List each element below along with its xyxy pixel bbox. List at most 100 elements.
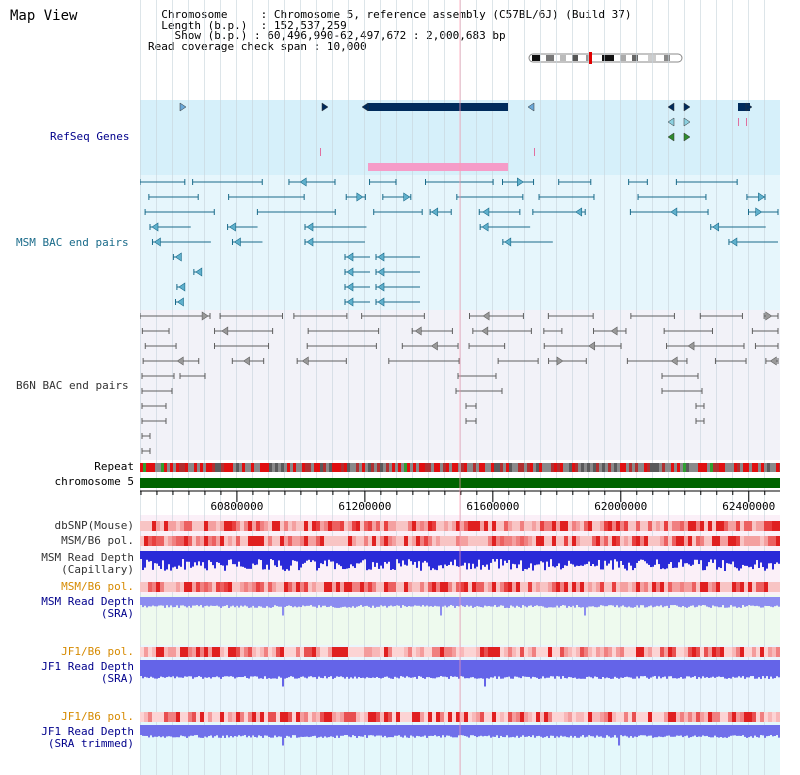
jf1-b6-pol-cell (576, 647, 580, 657)
msm-depth-cap-bar (306, 551, 308, 561)
jf1-b6-pol-cell (176, 647, 180, 657)
msm-depth-sra-bar (262, 597, 264, 608)
jf1-b6-pol-cell (368, 647, 372, 657)
repeat-segment (500, 463, 503, 472)
jf1-depth-sra-bar (388, 660, 390, 678)
dbsnp-cell (512, 521, 516, 531)
refseq-genes-label[interactable]: RefSeq Genes (50, 130, 130, 143)
jf1-depth-sra-bar (700, 660, 702, 679)
msm-depth-sra-bar (146, 597, 148, 608)
jf1-b6-pol-cell (692, 647, 696, 657)
msm-b6-pol-2-cell (448, 582, 452, 592)
msm-b6-pol-cell (348, 536, 352, 546)
repeat-segment (626, 463, 629, 472)
jf1-depth-trim-bar (672, 725, 674, 737)
jf1-depth-sra-bar (168, 660, 170, 677)
msm-depth-sra-bar (458, 597, 460, 607)
msm-b6-pol-2-cell (428, 582, 432, 592)
jf1-depth-trim-bar (764, 725, 766, 738)
msm-bac-pair (746, 192, 766, 202)
msm-depth-cap-bar (728, 551, 730, 564)
msm-b6-pol-2-cell (616, 582, 620, 592)
dbsnp-cell (588, 521, 592, 531)
repeat-segment (740, 463, 743, 472)
jf1-depth-sra-bar (690, 660, 692, 678)
b6n-bac-label[interactable]: B6N BAC end pairs (16, 379, 129, 392)
msm-depth-sra-bar (432, 597, 434, 607)
jf1-depth-trim-bar (234, 725, 236, 737)
jf1-depth-trim-bar (296, 725, 298, 738)
jf1-b6-pol-label: JF1/B6 pol. (61, 645, 134, 658)
dbsnp-cell (284, 521, 288, 531)
msm-b6-pol-2-cell (432, 582, 436, 592)
jf1-depth-trim-bar (642, 725, 644, 736)
msm-depth-cap-bar (418, 551, 420, 562)
repeat-segment (584, 463, 587, 472)
chromosome-ideogram[interactable] (528, 52, 684, 64)
msm-depth-sra-bar (278, 597, 280, 607)
msm-bac-label[interactable]: MSM BAC end pairs (16, 236, 129, 249)
b6n-bac-pair (388, 358, 460, 364)
jf1-depth-sra-bar (496, 660, 498, 679)
msm-b6-pol-cell (392, 536, 396, 546)
msm-depth-sra-bar (402, 597, 404, 606)
msm-depth-cap-bar (240, 551, 242, 567)
msm-depth-cap-bar (408, 551, 410, 560)
msm-depth-sra-bar (328, 597, 330, 607)
msm-b6-pol-cell (536, 536, 540, 546)
jf1-depth-trim-bar (232, 725, 234, 738)
jf1-depth-sra-bar (698, 660, 700, 678)
jf1-depth-trim-bar (520, 725, 522, 737)
jf1-depth-sra-bar (376, 660, 378, 677)
msm-bac-track[interactable] (140, 177, 779, 307)
b6n-bac-track[interactable] (140, 311, 779, 454)
msm-depth-cap-line2: (Capillary) (61, 563, 134, 576)
msm-b6-pol-cell (344, 536, 348, 546)
msm-depth-cap-bar (388, 551, 390, 562)
jf1-depth-trim-bar (464, 725, 466, 736)
msm-b6-pol-2-cell (516, 582, 520, 592)
track-panel[interactable]: 60800000 61200000 61600000 62000000 62400000 (140, 0, 780, 775)
msm-depth-cap-bar (462, 551, 464, 566)
msm-depth-cap-bar (568, 551, 570, 561)
jf1-depth-sra-bar (338, 660, 340, 677)
msm-depth-sra-bar (212, 597, 214, 606)
msm-b6-pol-cell (248, 536, 252, 546)
repeat-segment (155, 463, 158, 472)
msm-depth-cap-bar (434, 551, 436, 570)
jf1-depth-sra-bar (540, 660, 542, 679)
jf1-depth-sra-bar (224, 660, 226, 677)
jf1-depth-trim-bar (326, 725, 328, 738)
msm-depth-sra-bar (268, 597, 270, 608)
msm-b6-pol-2-cell (724, 582, 728, 592)
msm-depth-cap-bar (360, 551, 362, 563)
refseq-track[interactable] (179, 102, 753, 171)
msm-depth-sra-bar (650, 597, 652, 606)
dbsnp-cell (600, 521, 604, 531)
jf1-depth-trim-bar (266, 725, 268, 736)
msm-depth-sra-bar (678, 597, 680, 607)
jf1-depth-sra-bar (278, 660, 280, 677)
msm-depth-cap-bar (172, 551, 174, 568)
msm-depth-sra-bar (282, 597, 284, 616)
jf1-depth-trim-bar (534, 725, 536, 738)
jf1-b6-pol-cell (420, 647, 424, 657)
msm-depth-sra-bar (462, 597, 464, 607)
dbsnp-cell (272, 521, 276, 531)
msm-depth-cap-bar (766, 551, 768, 569)
repeat-segment (368, 463, 371, 472)
msm-depth-sra-bar (232, 597, 234, 606)
msm-depth-cap-bar (532, 551, 534, 571)
jf1-depth-trim-bar (396, 725, 398, 736)
jf1-depth-trim-bar (224, 725, 226, 738)
msm-depth-sra-bar (752, 597, 754, 606)
msm-depth-sra-bar (280, 597, 282, 607)
msm-depth-sra-bar (546, 597, 548, 608)
jf1-depth-sra-bar (246, 660, 248, 678)
repeat-segment (173, 463, 176, 472)
jf1-depth-sra-bar (230, 660, 232, 677)
msm-depth-cap-bar (368, 551, 370, 570)
jf1-depth-sra-bar (586, 660, 588, 677)
repeat-segment (629, 463, 632, 472)
msm-b6-pol-cell (756, 536, 760, 546)
